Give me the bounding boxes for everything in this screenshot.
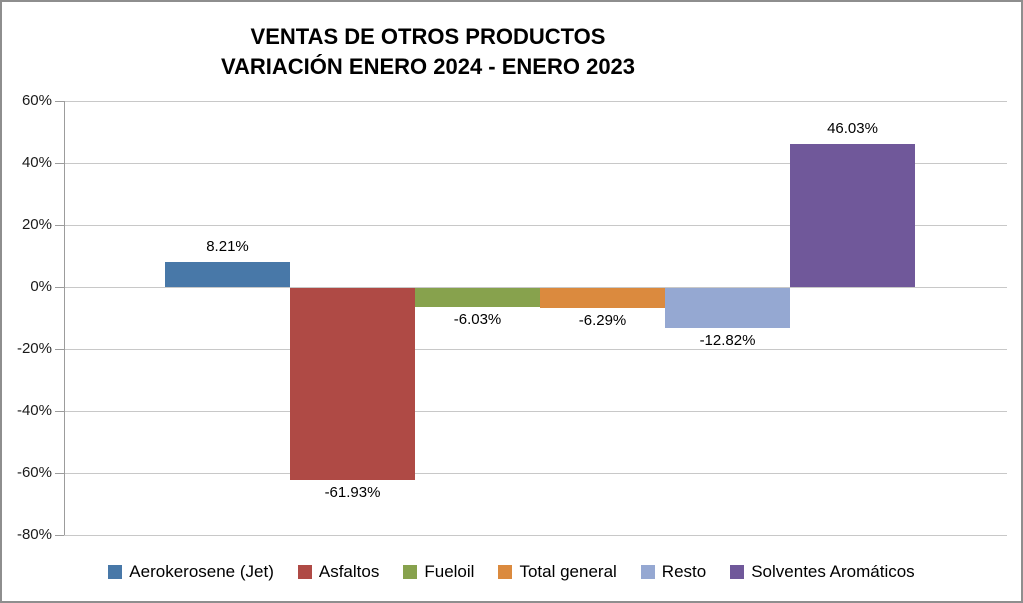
y-tick-60 [55,101,64,102]
legend-label-resto: Resto [661,562,707,581]
y-axis-line [64,101,65,535]
legend-item-resto[interactable]: Resto [640,562,707,582]
legend-label-aerokerosene-jet: Aerokerosene (Jet) [129,562,274,581]
y-tick-60 [55,473,64,474]
plot-area: 60% 40% 20% 0% -20% -40% -60% -80% 8.21% -61.93%… [17,92,1007,543]
bar-total-general[interactable] [540,288,665,308]
data-label-aerokerosene-jet: 8.21% [206,237,249,255]
y-tick-20 [55,225,64,226]
legend-label-solventes-aromaticos: Solventes Aromáticos [751,562,915,581]
y-tick-40 [55,163,64,164]
data-label-asfaltos: -61.93% [324,484,381,501]
gridline-60 [64,101,1007,102]
bar-solventes-aromaticos[interactable] [790,144,915,287]
gridline-80 [64,535,1007,536]
data-label-fueloil: -6.03% [453,310,502,328]
legend-marker-resto-icon [640,565,655,579]
gridline-40 [64,411,1007,412]
legend-item-total-general[interactable]: Total general [498,562,617,582]
y-tick-0 [55,287,64,288]
y-tick-label-60: -60% [16,464,52,481]
gridline-40 [64,163,1007,164]
y-tick-label-20: -20% [16,340,52,357]
chart-title: VENTAS DE OTROS PRODUCTOS [250,24,606,49]
legend-label-fueloil: Fueloil [424,562,475,581]
y-tick-20 [55,349,64,350]
y-tick-label-80: -80% [16,526,52,543]
gridline-60 [64,473,1007,474]
gridline-20 [64,349,1007,350]
bar-asfaltos[interactable] [290,288,415,480]
legend-marker-aerokerosene-jet-icon [108,565,123,579]
bar-aerokerosene-jet[interactable] [165,261,290,287]
legend-marker-asfaltos-icon [297,565,312,579]
legend-marker-fueloil-icon [403,565,418,579]
y-tick-label-20: 20% [21,216,52,233]
data-label-solventes-aromaticos: 46.03% [827,120,878,138]
legend-label-total-general: Total general [519,562,617,581]
bar-resto[interactable] [665,288,790,328]
data-label-total-general: -6.29% [578,311,627,329]
data-label-resto: -12.82% [699,331,756,349]
y-tick-label-0: 0% [30,278,52,295]
gridline-20 [64,225,1007,226]
legend-item-asfaltos[interactable]: Asfaltos [297,562,380,582]
y-tick-label-60: 60% [21,92,52,109]
bar-fueloil[interactable] [415,288,540,307]
y-tick-40 [55,411,64,412]
legend-label-asfaltos: Asfaltos [318,562,380,581]
y-tick-label-40: 40% [21,154,52,171]
legend: Aerokerosene (Jet) Asfaltos Fueloil Total g… [2,562,1021,582]
legend-item-solventes-aromaticos[interactable]: Solventes Aromáticos [730,562,915,582]
legend-marker-solventes-aromaticos-icon [730,565,745,579]
legend-item-fueloil[interactable]: Fueloil [403,562,474,582]
gridline-0 [64,287,1007,288]
legend-item-aerokerosene-jet[interactable]: Aerokerosene (Jet) [108,562,274,582]
y-tick-80 [55,535,64,536]
legend-marker-total-general-icon [498,565,513,579]
y-tick-label-40: -40% [16,402,52,419]
chart-subtitle: VARIACIÓN ENERO 2024 - ENERO 2023 [220,54,636,79]
chart-title-block: VENTAS DE OTROS PRODUCTOS VARIACIÓN ENER… [2,22,854,82]
